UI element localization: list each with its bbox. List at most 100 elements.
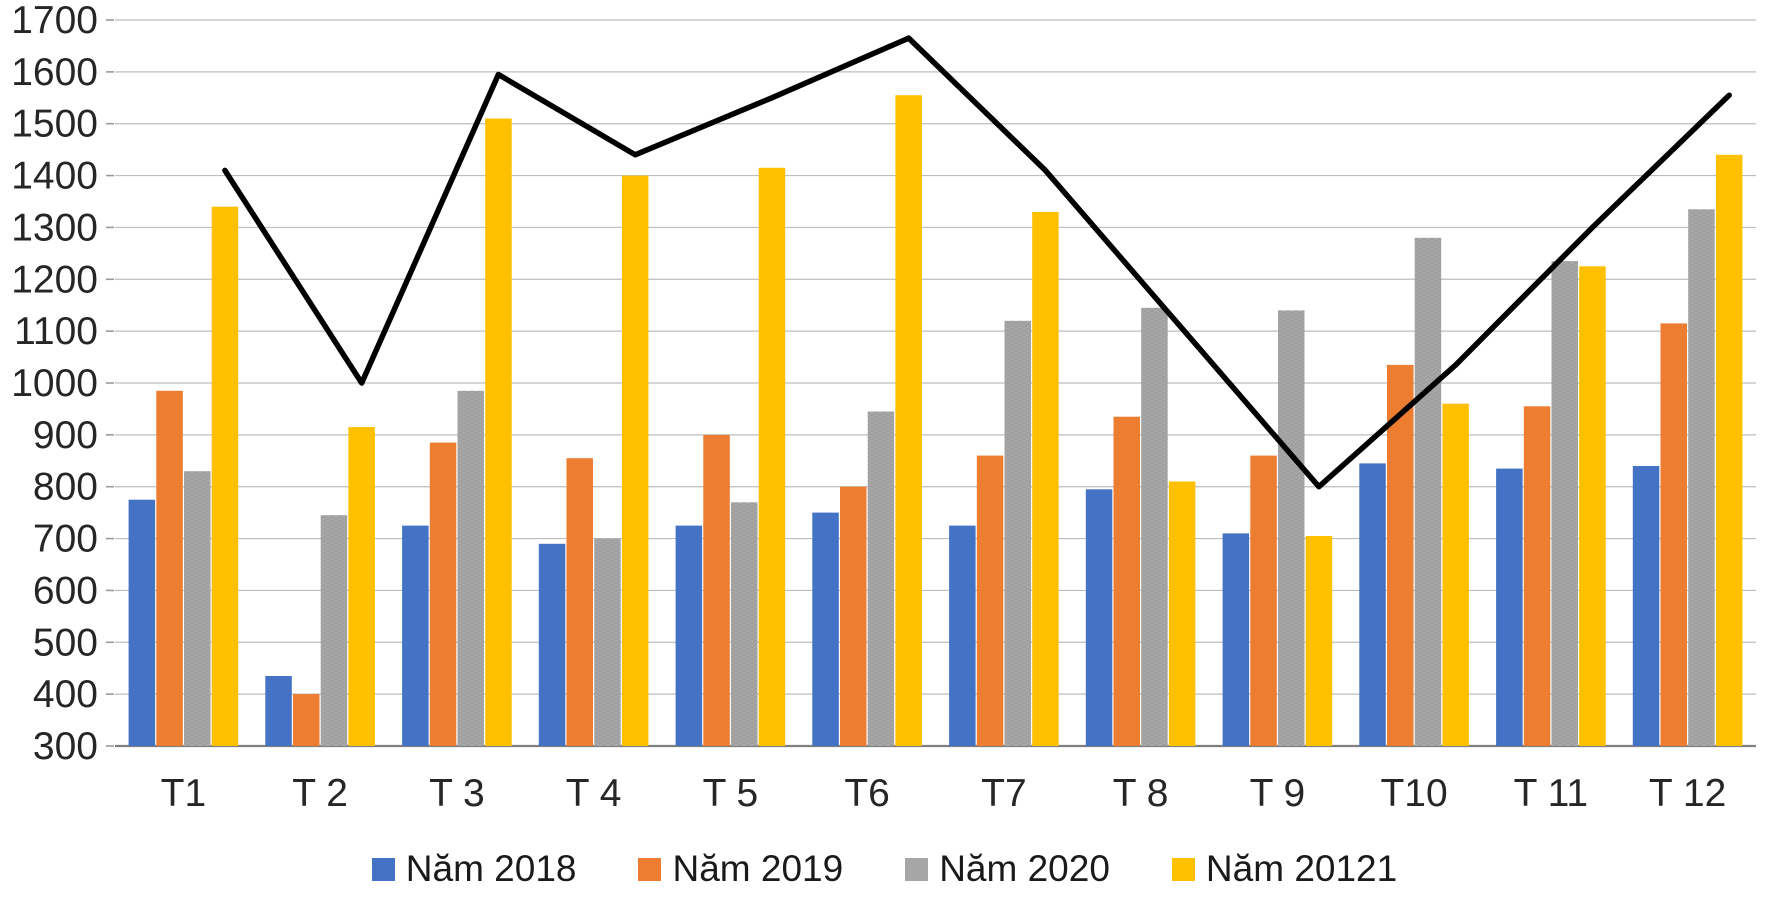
bar-Năm 20121-T 3 <box>485 118 512 746</box>
bar-Năm 2018-T 2 <box>265 676 292 746</box>
bar-Năm 2018-T 8 <box>1085 489 1113 746</box>
bar-series-Năm 20121 <box>211 95 1743 747</box>
y-axis-tick-label: 1600 <box>11 51 98 94</box>
bar-Năm 20121-T1 <box>211 206 239 746</box>
bar-Năm 2019-T 11 <box>1523 406 1551 746</box>
bar-Năm 2019-T 8 <box>1113 416 1140 746</box>
bar-Năm 2020-T 12 <box>1688 209 1715 747</box>
bar-Năm 2018-T 11 <box>1496 468 1523 746</box>
bar-Năm 2020-T 9 <box>1278 310 1305 746</box>
bar-Năm 2019-T 2 <box>293 694 320 746</box>
y-axis-tick-label: 1500 <box>11 103 98 146</box>
bar-Năm 20121-T7 <box>1032 211 1059 746</box>
bar-Năm 2018-T10 <box>1359 463 1386 746</box>
bar-Năm 2019-T6 <box>840 486 867 746</box>
y-axis-tick-label: 1400 <box>11 155 98 198</box>
legend-label: Năm 2019 <box>672 848 844 889</box>
bar-Năm 2020-T 5 <box>731 502 758 746</box>
y-axis-tick-label: 900 <box>33 414 98 457</box>
bar-series-Năm 2019 <box>156 323 1687 746</box>
y-axis-tick-label: 600 <box>33 569 98 612</box>
bar-Năm 2020-T 2 <box>320 515 348 746</box>
y-axis-tick-label: 1700 <box>11 0 98 42</box>
bar-Năm 20121-T 11 <box>1579 266 1606 746</box>
legend-item-nam-2019: Năm 2019 <box>638 848 843 890</box>
bar-Năm 2018-T 9 <box>1222 533 1250 746</box>
bar-Năm 2019-T 4 <box>566 458 593 746</box>
bar-Năm 2019-T 5 <box>703 434 730 746</box>
y-axis-tick-label: 1300 <box>11 206 98 249</box>
bar-series-Năm 2020 <box>184 209 1715 747</box>
legend-label: Năm 20121 <box>1205 848 1398 889</box>
bar-Năm 2020-T 8 <box>1141 307 1168 746</box>
x-axis-label-T11: T 11 <box>1514 772 1588 815</box>
bar-Năm 2019-T1 <box>156 390 183 746</box>
y-axis-tick-label: 1200 <box>11 258 98 301</box>
x-axis-label-T9: T 9 <box>1250 772 1306 815</box>
bar-Năm 20121-T 2 <box>348 427 375 746</box>
x-axis-label-T2: T 2 <box>292 772 348 815</box>
legend-swatch-blue-icon <box>371 857 395 881</box>
legend-item-nam-2020: Năm 2020 <box>905 848 1110 890</box>
x-axis-label-T1: T1 <box>161 772 207 815</box>
legend-swatch-gray-icon <box>905 857 929 881</box>
x-axis-tick-labels: T1 T 2 T 3 T 4 T 5 T6 T7 T 8 T 9 T10 T 11 T 12 <box>161 772 1727 815</box>
y-axis-tick-label: 300 <box>33 725 98 768</box>
bar-Năm 2019-T 3 <box>429 442 457 746</box>
bar-Năm 20121-T10 <box>1442 403 1469 746</box>
bar-Năm 20121-T6 <box>895 95 922 746</box>
legend-item-nam-2018: Năm 2018 <box>371 848 577 890</box>
chart-plot-area: 300 400 500 600 700 800 900 1000 1100 1200 1300 140… <box>11 0 1756 815</box>
x-axis-label-T10: T10 <box>1380 772 1447 815</box>
bar-Năm 2020-T6 <box>867 411 895 746</box>
y-axis-tick-label: 1100 <box>14 310 98 353</box>
bar-Năm 2020-T 3 <box>457 390 484 746</box>
x-axis-label-T5: T 5 <box>703 772 759 815</box>
bar-Năm 2019-T 12 <box>1660 323 1687 746</box>
trend-line-layer <box>222 35 1732 490</box>
y-axis-tick-label: 400 <box>33 673 98 716</box>
bar-Năm 2018-T 4 <box>538 543 566 746</box>
y-axis-tick-label: 500 <box>33 621 98 664</box>
bar-Năm 2019-T 9 <box>1250 455 1277 746</box>
bar-Năm 2020-T7 <box>1004 320 1031 746</box>
x-axis-label-T7: T7 <box>981 772 1027 815</box>
legend-swatch-yellow-icon <box>1171 857 1195 881</box>
bar-Năm 20121-T 5 <box>758 167 786 747</box>
bar-Năm 2020-T10 <box>1414 237 1442 747</box>
x-axis-label-T6: T6 <box>844 772 890 815</box>
bar-series-Năm 2018 <box>128 463 1660 746</box>
bar-Năm 2020-T1 <box>184 471 211 746</box>
bar-Năm 2019-T10 <box>1387 364 1414 746</box>
y-axis-tick-label: 700 <box>33 518 98 561</box>
bar-Năm 2018-T 12 <box>1632 466 1660 746</box>
gridlines <box>106 19 1756 748</box>
legend-label: Năm 2020 <box>939 848 1110 889</box>
bar-Năm 2020-T 4 <box>594 538 621 746</box>
bar-Năm 2018-T6 <box>812 512 839 746</box>
y-axis-tick-labels: 300 400 500 600 700 800 900 1000 1100 1200 1300 140… <box>11 0 98 768</box>
x-axis-label-T4: T 4 <box>566 772 622 815</box>
x-axis-label-T3: T 3 <box>429 772 485 815</box>
bar-series <box>128 95 1743 747</box>
x-axis-label-T8: T 8 <box>1113 772 1169 815</box>
legend-item-nam-20121: Năm 20121 <box>1171 848 1398 890</box>
bar-Năm 20121-T 4 <box>621 175 649 747</box>
legend-swatch-orange-icon <box>638 857 662 881</box>
bar-Năm 2018-T7 <box>949 525 976 746</box>
chart-legend: Năm 2018 Năm 2019 Năm 2020 Năm 20121 <box>0 848 1769 890</box>
bar-Năm 20121-T 9 <box>1305 536 1333 746</box>
y-axis-tick-label: 1000 <box>11 362 98 405</box>
bar-Năm 2019-T7 <box>976 455 1004 746</box>
bar-Năm 2020-T 11 <box>1551 261 1578 746</box>
legend-label: Năm 2018 <box>405 848 577 889</box>
bar-Năm 20121-T 12 <box>1715 154 1743 747</box>
trend-line <box>222 35 1732 490</box>
bar-Năm 2018-T 5 <box>675 525 703 746</box>
bar-Năm 2018-T 3 <box>402 525 429 746</box>
x-axis-label-T12: T 12 <box>1649 772 1726 815</box>
bar-Năm 2018-T1 <box>128 499 156 746</box>
bar-Năm 20121-T 8 <box>1168 481 1196 746</box>
y-axis-tick-label: 800 <box>33 466 98 509</box>
